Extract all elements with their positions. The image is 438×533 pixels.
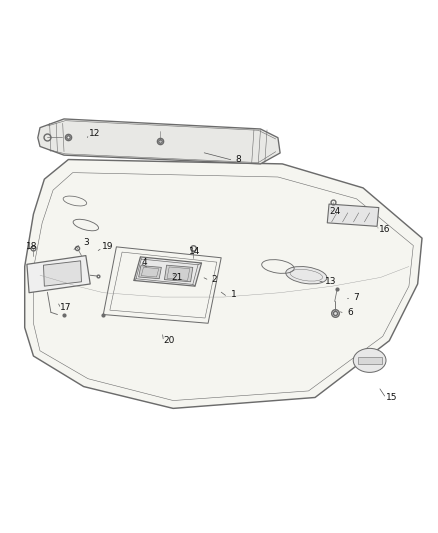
Text: 20: 20: [163, 336, 174, 345]
Text: 12: 12: [89, 129, 100, 138]
Text: 17: 17: [60, 303, 72, 312]
Text: 24: 24: [329, 207, 340, 216]
Polygon shape: [164, 265, 193, 282]
Polygon shape: [134, 257, 201, 286]
Text: 18: 18: [25, 243, 37, 252]
Polygon shape: [327, 204, 379, 227]
Ellipse shape: [286, 266, 327, 284]
Polygon shape: [38, 119, 280, 164]
Polygon shape: [43, 261, 81, 286]
Text: 19: 19: [102, 243, 113, 252]
Text: 15: 15: [386, 393, 397, 402]
Text: 6: 6: [347, 308, 353, 317]
Text: 13: 13: [325, 277, 336, 286]
Text: 21: 21: [172, 273, 183, 282]
Polygon shape: [358, 357, 382, 364]
Ellipse shape: [353, 349, 386, 373]
Text: 8: 8: [236, 155, 241, 164]
Text: 3: 3: [83, 238, 89, 247]
Text: 14: 14: [189, 247, 201, 256]
Text: 7: 7: [353, 293, 360, 302]
Text: 4: 4: [142, 257, 148, 266]
Polygon shape: [25, 159, 422, 408]
Text: 16: 16: [379, 225, 391, 234]
Text: 2: 2: [212, 275, 217, 284]
Polygon shape: [27, 256, 90, 293]
Polygon shape: [139, 265, 161, 279]
Text: 1: 1: [231, 290, 237, 300]
